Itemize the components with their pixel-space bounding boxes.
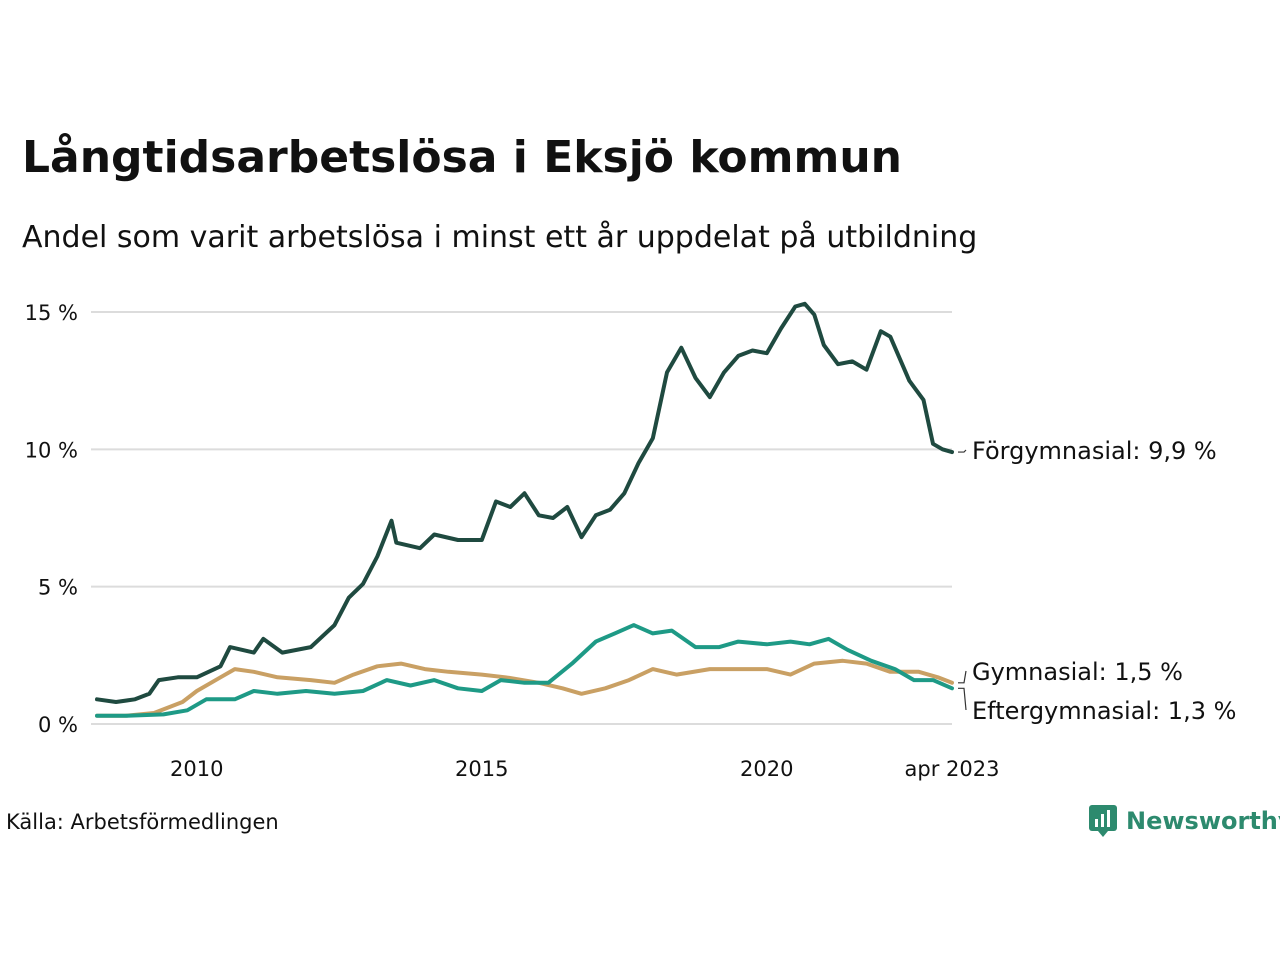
x-tick-label: 2020 bbox=[740, 757, 793, 781]
chart-subtitle: Andel som varit arbetslösa i minst ett å… bbox=[22, 220, 978, 255]
y-tick-label: 10 % bbox=[25, 438, 78, 462]
brand-name: Newsworthy bbox=[1126, 807, 1280, 835]
series-lines bbox=[95, 301, 954, 718]
series-end-label: Eftergymnasial: 1,3 % bbox=[972, 697, 1236, 725]
series-end-labels: Förgymnasial: 9,9 % Gymnasial: 1,5 % Efter… bbox=[958, 437, 1236, 725]
series-end-label: Gymnasial: 1,5 % bbox=[972, 658, 1183, 686]
label-leader-line bbox=[958, 449, 967, 453]
chart-title: Långtidsarbetslösa i Eksjö kommun bbox=[22, 132, 902, 183]
brand-logo: Newsworthy bbox=[1088, 804, 1280, 838]
grid-lines bbox=[91, 311, 952, 725]
y-axis-ticks: 0 % 5 % 10 % 15 % bbox=[25, 301, 78, 737]
label-leader-line bbox=[958, 687, 967, 711]
y-tick-label: 5 % bbox=[38, 576, 78, 600]
series-line-eftergymnasial bbox=[95, 623, 954, 718]
newsworthy-logo-icon bbox=[1089, 805, 1117, 837]
series-end-label: Förgymnasial: 9,9 % bbox=[972, 437, 1217, 465]
x-axis-ticks: 2010 2015 2020 apr 2023 bbox=[170, 757, 999, 781]
x-tick-label: 2010 bbox=[170, 757, 223, 781]
x-tick-label: 2015 bbox=[455, 757, 508, 781]
y-tick-label: 0 % bbox=[38, 713, 78, 737]
y-tick-label: 15 % bbox=[25, 301, 78, 325]
label-leader-line bbox=[958, 670, 967, 684]
x-tick-label: apr 2023 bbox=[905, 757, 1000, 781]
series-line-gymnasial bbox=[95, 658, 954, 718]
series-line-förgymnasial bbox=[95, 301, 954, 704]
source-note: Källa: Arbetsförmedlingen bbox=[6, 810, 279, 834]
